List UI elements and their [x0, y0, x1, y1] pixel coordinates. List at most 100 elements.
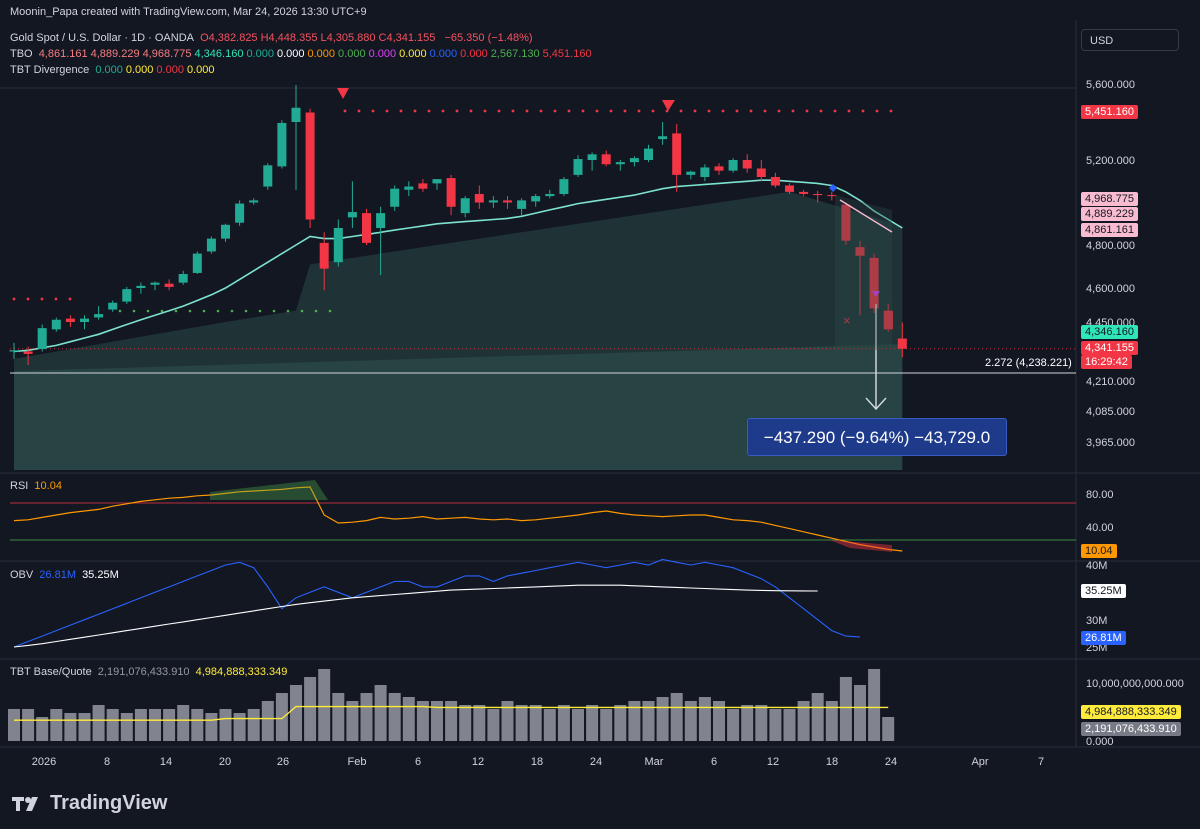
resistance-dot — [819, 109, 823, 113]
resistance-dot — [511, 109, 515, 113]
candle-body — [897, 338, 907, 349]
resistance-dot — [427, 109, 431, 113]
candle-body — [714, 166, 724, 171]
obv-tag-1: 35.25M — [1081, 584, 1126, 598]
volume-tick: 0.000 — [1086, 736, 1114, 748]
resistance-dot — [553, 109, 557, 113]
cross-marker: × — [843, 313, 851, 328]
tbo-value-13: 5,451.160 — [542, 48, 592, 60]
resistance-dot — [847, 109, 851, 113]
time-tick-label: 14 — [160, 756, 172, 768]
resistance-dot — [777, 109, 781, 113]
currency-button[interactable]: USD — [1081, 29, 1179, 51]
ohlc-item-2: L4,305.880 — [320, 32, 376, 44]
ohlc-values: O4,382.825 H4,448.355 L4,305.880 C4,341.155 — [200, 32, 438, 44]
change-value: −65.350 (−1.48%) — [444, 32, 533, 44]
candle-body — [136, 285, 146, 288]
volume-label: TBT Base/Quote — [10, 666, 92, 678]
fib-extension-label: 2.272 (4,238.221) — [985, 357, 1072, 369]
support-dot — [188, 309, 192, 313]
tbo-values: 4,861.161 4,889.229 4,968.775 4,346.160 0.00… — [39, 48, 595, 60]
resistance-dot — [609, 109, 613, 113]
volume-value-2: 4,984,888,333.349 — [195, 666, 288, 678]
volume-tag-2: 2,191,076,433.910 — [1081, 722, 1181, 736]
resistance-dot — [735, 109, 739, 113]
obv-tick: 25M — [1086, 642, 1107, 654]
tbo-value-2: 4,968.775 — [142, 48, 192, 60]
resistance-dot — [455, 109, 459, 113]
divergence-value-3: 0.000 — [186, 64, 215, 76]
candle-body — [263, 165, 273, 187]
rsi-tick: 40.00 — [1086, 522, 1114, 534]
resistance-dot — [40, 297, 44, 301]
support-dot — [230, 309, 234, 313]
rsi-label: RSI — [10, 480, 29, 492]
candle-body — [785, 185, 794, 192]
support-dot — [300, 309, 304, 313]
support-dot — [118, 309, 122, 313]
measure-arrow-head — [865, 397, 887, 411]
resistance-dot — [679, 109, 683, 113]
support-dot — [286, 309, 290, 313]
candle-body — [615, 162, 625, 165]
volume-bar — [219, 709, 232, 741]
volume-bar — [656, 697, 669, 741]
tradingview-logo-text: TradingView — [50, 792, 168, 814]
volume-bar — [431, 701, 443, 741]
resistance-dot — [581, 109, 585, 113]
candle-body — [319, 242, 329, 269]
ohlc-item-3: C4,341.155 — [378, 32, 436, 44]
measure-tool-label[interactable]: −437.290 (−9.64%) −43,729.0 — [747, 418, 1007, 456]
resistance-dot — [889, 109, 893, 113]
tbo-value-5: 0.000 — [276, 48, 305, 60]
volume-bar — [50, 709, 63, 741]
volume-bar — [346, 701, 359, 741]
price-tag: 4,861.161 — [1081, 223, 1138, 237]
volume-bar — [698, 697, 711, 741]
tbo-value-12: 2,567.130 — [490, 48, 540, 60]
time-tick-label: 12 — [767, 756, 779, 768]
volume-bar — [755, 705, 768, 741]
candle-body — [883, 310, 893, 330]
time-tick-label: 24 — [885, 756, 897, 768]
obv-tick: 30M — [1086, 615, 1107, 627]
volume-bar — [811, 693, 824, 741]
support-dot — [132, 309, 136, 313]
volume-bar — [290, 685, 302, 741]
resistance-dot — [805, 109, 809, 113]
time-tick-label: 8 — [104, 756, 110, 768]
candle-body — [362, 213, 371, 243]
tbo-value-11: 0.000 — [460, 48, 488, 60]
rsi-tick: 80.00 — [1086, 489, 1114, 501]
footer — [0, 776, 1200, 829]
volume-bar — [839, 677, 852, 741]
candle-body — [813, 194, 823, 196]
volume-bar — [402, 697, 415, 741]
volume-bar — [825, 701, 838, 741]
support-dot — [258, 309, 262, 313]
candle-body — [164, 283, 174, 287]
time-tick-label: Apr — [971, 756, 988, 768]
divergence-values: 0.000 0.000 0.000 0.000 — [95, 64, 217, 76]
support-dot — [202, 309, 206, 313]
volume-bar — [628, 701, 641, 741]
candle-body — [855, 247, 865, 256]
obv-series-line — [13, 558, 861, 648]
support-dot — [146, 309, 150, 313]
candle-body — [545, 194, 555, 197]
volume-bar — [233, 713, 246, 741]
price-tag: 16:29:42 — [1081, 355, 1132, 369]
candle-body — [644, 148, 653, 160]
candle-body — [573, 159, 583, 175]
support-dot — [244, 309, 248, 313]
volume-bar — [149, 709, 161, 741]
rsi-oversold-fill — [830, 540, 892, 552]
rsi-tag: 10.04 — [1081, 544, 1117, 558]
volume-tag-1: 4,984,888,333.349 — [1081, 705, 1181, 719]
volume-bar — [275, 693, 288, 741]
price-tag: 4,346.160 — [1081, 325, 1138, 339]
volume-bar — [332, 693, 345, 741]
volume-bar — [318, 669, 331, 741]
volume-bar — [487, 709, 500, 741]
tbo-label: TBO — [10, 48, 33, 60]
